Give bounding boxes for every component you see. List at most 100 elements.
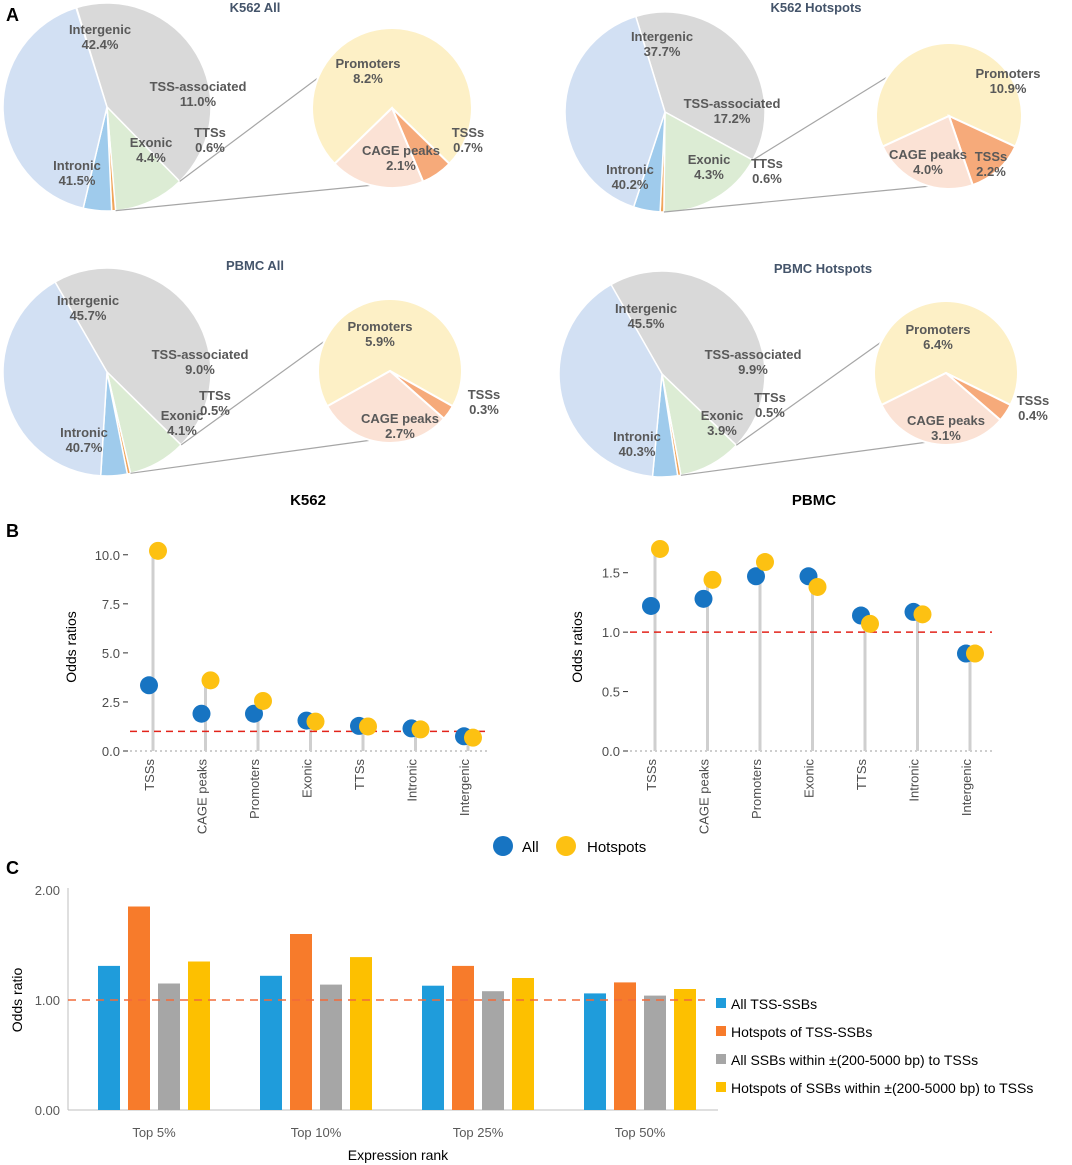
legend-label-hotspots-of-ssbs-within-200-5000-bp-to-tsss: Hotspots of SSBs within ±(200-5000 bp) t… bbox=[731, 1080, 1033, 1096]
x-tick-label: Intergenic bbox=[959, 759, 974, 817]
pie-value-exonic: 4.1% bbox=[167, 423, 197, 438]
bar-hotspots-of-ssbs-within-200-5000-bp-to-tsss bbox=[350, 957, 372, 1110]
breakdown-label-promoters: Promoters bbox=[905, 322, 970, 337]
breakdown-value-tsss: 0.3% bbox=[469, 402, 499, 417]
point-hotspots bbox=[861, 614, 879, 633]
pie-value-tss-associated: 11.0% bbox=[180, 94, 217, 109]
point-hotspots bbox=[201, 671, 220, 690]
x-tick-label: TSSs bbox=[142, 759, 157, 791]
connector-line-bottom bbox=[115, 184, 375, 212]
x-tick-label: CAGE peaks bbox=[697, 759, 712, 835]
pie-value-exonic: 4.4% bbox=[136, 150, 166, 165]
y-tick-label: 0.0 bbox=[102, 744, 120, 759]
pie-label-intergenic: Intergenic bbox=[615, 301, 677, 316]
pie-label-ttss: TTSs bbox=[199, 388, 231, 403]
point-hotspots bbox=[703, 570, 722, 589]
x-tick-label: Promoters bbox=[247, 759, 262, 819]
point-all bbox=[694, 589, 713, 608]
breakdown-value-promoters: 10.9% bbox=[990, 81, 1027, 96]
pie-label-tss-associated: TSS-associated bbox=[684, 96, 781, 111]
point-hotspots bbox=[149, 541, 167, 560]
pie-slice-intergenic bbox=[53, 267, 212, 446]
y-tick-label: 1.5 bbox=[602, 566, 620, 581]
bar-all-tss-ssbs bbox=[98, 965, 120, 1110]
point-hotspots bbox=[306, 712, 325, 731]
pie-label-tss-associated: TSS-associated bbox=[705, 347, 802, 362]
pie-value-ttss: 0.5% bbox=[200, 403, 230, 418]
bar-hotspots-of-ssbs-within-200-5000-bp-to-tsss bbox=[188, 961, 210, 1110]
pie-label-tss-associated: TSS-associated bbox=[152, 347, 249, 362]
point-all bbox=[747, 567, 765, 586]
breakdown-label-tsss: TSSs bbox=[1017, 393, 1050, 408]
pie-label-intronic: Intronic bbox=[613, 429, 661, 444]
breakdown-label-promoters: Promoters bbox=[347, 319, 412, 334]
y-tick-label: 2.00 bbox=[35, 883, 60, 898]
lollipop-chart-pbmc: PBMC Odds ratios 0.0 0.5 1.0 1.5 TSSs CAGE peak… bbox=[569, 492, 992, 834]
point-hotspots bbox=[913, 605, 932, 624]
pie-slice-intronic bbox=[2, 6, 108, 210]
lollipop-chart-k562: K562 Odds ratios 0.0 2.5 5.0 7.5 10.0 TSSs CAGE … bbox=[63, 492, 490, 834]
pie-slice-intergenic bbox=[75, 2, 212, 183]
breakdown-slice-promoters bbox=[875, 42, 1023, 148]
x-tick-label: CAGE peaks bbox=[195, 759, 210, 835]
x-tick-label: TTSs bbox=[854, 759, 869, 791]
pie-label-intergenic: Intergenic bbox=[631, 29, 693, 44]
pie-label-intronic: Intronic bbox=[53, 158, 101, 173]
point-hotspots bbox=[756, 553, 774, 572]
x-tick-label: Top 50% bbox=[615, 1125, 666, 1140]
breakdown-slice-cage-peaks bbox=[880, 371, 1002, 446]
y-tick-label: 0.5 bbox=[602, 685, 620, 700]
panel-label-a: A bbox=[6, 5, 19, 25]
breakdown-value-promoters: 6.4% bbox=[923, 337, 953, 352]
pie-label-tss-associated: TSS-associated bbox=[150, 79, 247, 94]
pie-slice-intronic bbox=[2, 280, 108, 477]
point-hotspots bbox=[411, 720, 430, 739]
breakdown-label-cage-peaks: CAGE peaks bbox=[361, 411, 439, 426]
pie-slice-intergenic bbox=[634, 11, 766, 162]
breakdown-slice-cage-peaks bbox=[325, 369, 446, 444]
point-all bbox=[140, 676, 158, 695]
breakdown-value-cage-peaks: 2.1% bbox=[386, 158, 416, 173]
connector-line-bottom bbox=[130, 439, 373, 474]
connector-line-bottom bbox=[663, 185, 932, 213]
legend-hotspots-label: Hotspots bbox=[587, 839, 646, 856]
pie-label-exonic: Exonic bbox=[161, 408, 204, 423]
bar-all-ssbs-within-200-5000-bp-to-tsss bbox=[158, 983, 180, 1110]
pie-label-intergenic: Intergenic bbox=[69, 22, 131, 37]
legend-swatch-hotspots-of-tss-ssbs bbox=[716, 1026, 726, 1036]
pie-value-tss-associated: 9.9% bbox=[738, 362, 768, 377]
breakdown-label-promoters: Promoters bbox=[335, 56, 400, 71]
pie-slice-intronic bbox=[564, 15, 666, 208]
legend-label-all-tss-ssbs: All TSS-SSBs bbox=[731, 996, 817, 1012]
point-hotspots bbox=[651, 539, 669, 558]
pie-value-tss-associated: 17.2% bbox=[714, 111, 751, 126]
legend-all-label: All bbox=[522, 839, 539, 856]
breakdown-label-tsss: TSSs bbox=[975, 149, 1008, 164]
x-tick-label: Intergenic bbox=[457, 759, 472, 817]
pie-value-intergenic: 45.7% bbox=[70, 308, 107, 323]
pie-label-ttss: TTSs bbox=[751, 156, 783, 171]
breakdown-slice-cage-peaks bbox=[881, 114, 974, 190]
breakdown-value-tsss: 2.2% bbox=[976, 164, 1006, 179]
bar-all-ssbs-within-200-5000-bp-to-tsss bbox=[482, 991, 504, 1110]
x-tick-label: Exonic bbox=[802, 759, 817, 799]
point-hotspots bbox=[359, 717, 377, 736]
x-tick-label: Intronic bbox=[907, 759, 922, 802]
bar-hotspots-of-tss-ssbs bbox=[614, 982, 636, 1110]
breakdown-label-cage-peaks: CAGE peaks bbox=[907, 413, 985, 428]
x-tick-label: Promoters bbox=[749, 759, 764, 819]
pie-value-intronic: 40.7% bbox=[66, 440, 103, 455]
y-tick-label: 5.0 bbox=[102, 646, 120, 661]
y-axis-label: Odds ratios bbox=[63, 611, 79, 683]
breakdown-slice-promoters bbox=[317, 298, 463, 408]
bar-hotspots-of-tss-ssbs bbox=[290, 934, 312, 1110]
pie-value-exonic: 3.9% bbox=[707, 423, 737, 438]
legend-all-marker bbox=[493, 836, 513, 856]
pie-label-intronic: Intronic bbox=[60, 425, 108, 440]
pie-value-tss-associated: 9.0% bbox=[185, 362, 215, 377]
x-tick-label: Top 25% bbox=[453, 1125, 504, 1140]
